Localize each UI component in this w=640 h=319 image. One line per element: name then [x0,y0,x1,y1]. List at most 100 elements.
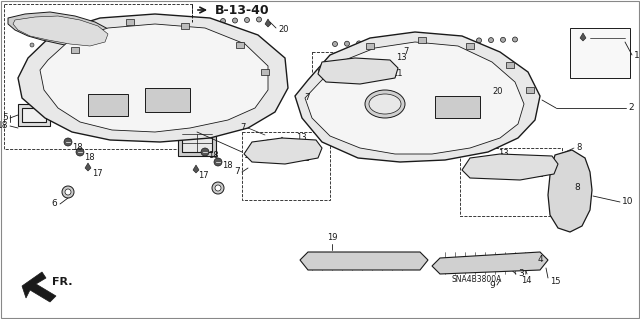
Circle shape [100,24,106,28]
Circle shape [168,116,175,123]
Circle shape [500,37,506,42]
Bar [4,4,192,149]
Polygon shape [499,153,505,161]
Polygon shape [145,88,190,112]
Circle shape [40,59,44,63]
Text: 6: 6 [51,199,57,209]
Polygon shape [22,272,56,302]
Text: 3: 3 [518,270,524,278]
Text: 13: 13 [374,63,385,72]
Circle shape [344,41,349,46]
Text: 1: 1 [634,50,640,60]
Text: 10: 10 [622,197,634,206]
Text: SNA4B3800A: SNA4B3800A [452,276,502,285]
Polygon shape [13,16,108,46]
Circle shape [506,124,513,131]
Bar [312,52,400,122]
Text: 7: 7 [304,93,310,102]
Polygon shape [261,69,269,75]
Text: 8: 8 [574,183,580,192]
Text: 4: 4 [538,256,543,264]
Circle shape [497,97,504,103]
Circle shape [125,23,129,27]
Polygon shape [181,23,189,29]
Circle shape [294,140,302,148]
Polygon shape [318,67,326,73]
Bar [18,104,50,126]
Circle shape [60,91,64,95]
Circle shape [404,40,410,45]
Circle shape [451,149,458,155]
Circle shape [55,83,59,87]
Polygon shape [265,19,271,27]
Circle shape [332,92,339,99]
Text: 19: 19 [327,233,337,242]
Polygon shape [236,42,244,48]
Circle shape [333,41,337,47]
Text: 5: 5 [3,114,8,122]
Polygon shape [506,62,514,68]
Polygon shape [462,154,558,180]
Text: 11: 11 [392,70,403,78]
Circle shape [196,80,204,87]
Bar [22,108,46,122]
Text: 18: 18 [72,144,83,152]
Circle shape [52,26,58,31]
Circle shape [429,39,433,44]
Polygon shape [295,32,540,162]
Circle shape [392,40,397,45]
Polygon shape [126,19,134,25]
Circle shape [477,38,481,43]
Text: FR.: FR. [52,277,72,287]
Polygon shape [305,42,524,154]
Polygon shape [300,252,428,270]
Text: 2: 2 [628,103,634,113]
Polygon shape [548,150,592,232]
Circle shape [215,185,221,191]
Polygon shape [71,47,79,53]
Text: 18: 18 [0,122,8,130]
Bar [570,28,630,78]
Text: 7: 7 [241,123,246,132]
Polygon shape [432,252,548,274]
Polygon shape [526,87,534,93]
Circle shape [58,78,65,85]
Circle shape [97,75,104,81]
Polygon shape [525,159,531,167]
Circle shape [173,20,177,26]
Circle shape [488,38,493,43]
Text: 8: 8 [576,144,581,152]
Polygon shape [244,138,322,164]
Text: 9: 9 [489,280,495,290]
Text: 18: 18 [222,161,232,170]
Text: 17: 17 [198,172,209,181]
Polygon shape [318,58,398,84]
Circle shape [368,60,376,68]
Polygon shape [354,57,360,65]
Text: 11: 11 [498,167,509,176]
Polygon shape [85,163,91,171]
Text: 17: 17 [92,169,102,179]
Polygon shape [580,33,586,41]
Circle shape [338,60,346,68]
Circle shape [214,158,222,166]
Text: 7: 7 [234,167,240,176]
Polygon shape [366,43,374,49]
Circle shape [35,51,39,55]
Circle shape [221,19,225,24]
Bar [242,132,330,200]
Circle shape [201,148,209,156]
Circle shape [30,43,34,47]
Circle shape [244,18,250,23]
Circle shape [50,75,54,79]
Polygon shape [8,12,120,50]
Circle shape [113,23,118,28]
Circle shape [77,25,81,29]
Ellipse shape [369,94,401,114]
Text: 13: 13 [278,144,289,152]
Polygon shape [435,96,480,118]
Circle shape [148,21,154,26]
Circle shape [232,18,237,23]
Circle shape [381,40,385,45]
Circle shape [356,41,362,46]
